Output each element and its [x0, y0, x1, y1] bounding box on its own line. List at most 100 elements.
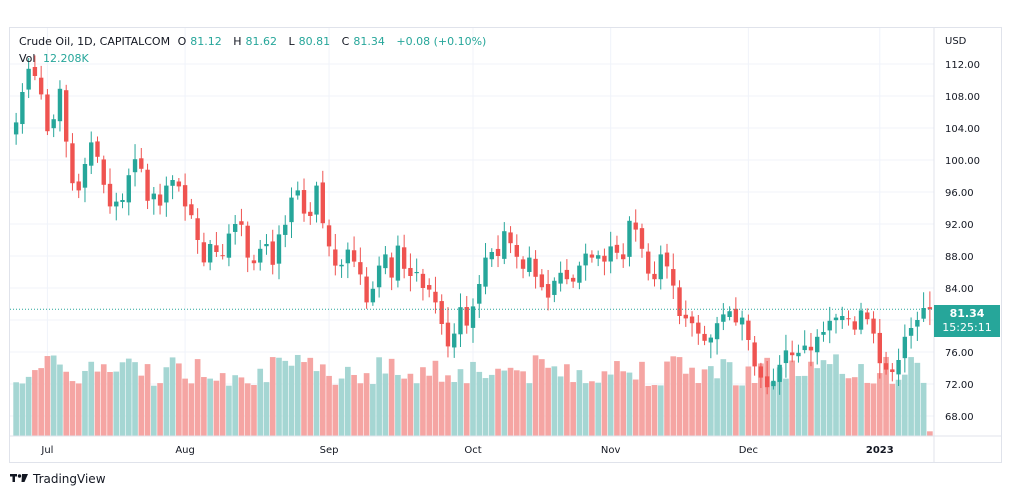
last-price-value: 81.34	[949, 307, 985, 320]
volume-bar	[100, 364, 107, 436]
volume-bar	[714, 378, 720, 436]
volume-bar	[626, 372, 633, 436]
volume-bar	[589, 381, 595, 436]
candle-body	[226, 233, 232, 258]
candle-body	[345, 249, 351, 264]
x-tick-label: 2023	[866, 445, 894, 456]
tradingview-footer[interactable]: TradingView	[10, 472, 106, 486]
candle-body	[427, 285, 432, 290]
candle-body	[752, 342, 757, 367]
volume-bar	[251, 385, 257, 436]
volume-bar	[839, 373, 846, 436]
candle-body	[270, 241, 275, 265]
volume-bar	[526, 383, 533, 436]
volume-bar	[426, 375, 433, 436]
candle-body	[164, 185, 169, 203]
volume-bar	[113, 371, 120, 436]
volume-bar	[776, 367, 783, 436]
candle-body	[702, 333, 707, 341]
volume-bar	[783, 378, 789, 436]
volume-bar	[495, 368, 501, 436]
volume-bar	[513, 370, 520, 436]
candle-body	[577, 265, 582, 283]
volume-bar	[50, 355, 57, 436]
candle-body	[927, 307, 933, 310]
candle-layer	[13, 55, 933, 395]
y-tick-label: 100.00	[945, 156, 980, 167]
high-value: 81.62	[245, 35, 278, 48]
volume-bar	[438, 381, 445, 436]
volume-bar	[520, 371, 526, 436]
volume-bar	[307, 357, 314, 436]
volume-bar	[920, 382, 927, 436]
candle-body	[320, 182, 325, 224]
candle-body	[295, 190, 300, 196]
candle-body	[908, 328, 914, 336]
brand-name: TradingView	[33, 472, 106, 486]
volume-legend: Vol 12.208K	[19, 52, 93, 65]
candle-body	[727, 311, 732, 317]
candle-body	[283, 224, 288, 235]
volume-bar	[269, 357, 276, 436]
change-value: +0.08 (+0.10%)	[396, 35, 487, 48]
candle-body	[614, 244, 620, 253]
candle-body	[833, 317, 839, 321]
x-tick-label: Jul	[40, 445, 53, 456]
volume-bar	[132, 362, 138, 436]
symbol-title[interactable]: Crude Oil, 1D, CAPITALCOM	[19, 35, 171, 48]
volume-bar	[319, 364, 326, 436]
volume-bar	[176, 363, 182, 436]
volume-bar	[570, 382, 576, 436]
volume-bar	[413, 383, 420, 436]
volume-bar	[244, 383, 251, 436]
volume-bar	[632, 379, 639, 436]
volume-bar	[144, 364, 151, 436]
volume-bar	[282, 360, 289, 436]
candle-body	[733, 308, 739, 323]
candle-body	[120, 200, 125, 202]
volume-label: Vol	[19, 52, 36, 65]
volume-bar	[895, 379, 902, 436]
candle-body	[189, 204, 194, 216]
volume-bar	[169, 357, 176, 436]
candle-body	[395, 245, 401, 281]
volume-bar	[219, 373, 226, 436]
y-tick-label: 84.00	[945, 284, 974, 295]
chart-frame[interactable]	[9, 27, 1002, 463]
close-label: C	[341, 35, 350, 48]
volume-bar	[407, 373, 414, 436]
volume-bar	[676, 357, 683, 436]
volume-bar	[620, 371, 627, 436]
volume-bar	[301, 362, 307, 436]
high-label: H	[233, 35, 242, 48]
candle-body	[477, 284, 482, 304]
volume-bar	[326, 375, 332, 436]
volume-bar	[125, 358, 132, 436]
candle-body	[708, 337, 714, 343]
volume-bar	[507, 367, 514, 436]
candle-body	[470, 306, 476, 328]
candle-body	[32, 66, 38, 76]
candle-body	[57, 88, 63, 122]
candle-body	[489, 252, 494, 260]
volume-bar	[545, 367, 551, 436]
candle-body	[514, 245, 519, 257]
candle-body	[51, 119, 56, 129]
volume-bar	[470, 361, 476, 436]
candle-body	[527, 257, 532, 272]
y-tick-label: 112.00	[945, 60, 980, 71]
candle-body	[64, 90, 69, 142]
candle-body	[677, 287, 682, 316]
candle-body	[132, 159, 138, 173]
volume-bar	[201, 377, 207, 436]
candle-body	[201, 242, 207, 263]
volume-bar	[432, 360, 439, 436]
volume-bar	[883, 356, 889, 436]
volume-bar	[845, 378, 852, 436]
candle-body	[433, 291, 438, 303]
volume-bar	[188, 383, 195, 436]
volume-bar	[745, 366, 752, 436]
candle-body	[783, 350, 789, 364]
candle-body	[89, 142, 94, 166]
